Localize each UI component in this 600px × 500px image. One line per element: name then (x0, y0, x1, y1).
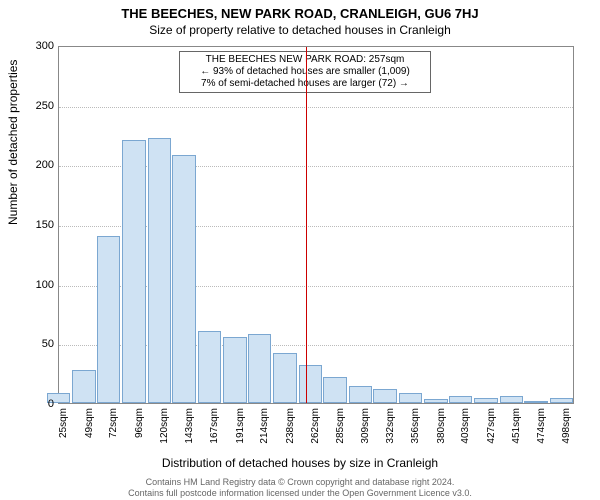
x-tick-label: 25sqm (58, 408, 69, 458)
histogram-bar (148, 138, 171, 403)
x-tick-label: 403sqm (460, 408, 471, 458)
x-axis-label: Distribution of detached houses by size … (0, 456, 600, 470)
x-tick-label: 332sqm (385, 408, 396, 458)
footer-line: Contains HM Land Registry data © Crown c… (0, 477, 600, 487)
x-tick-label: 380sqm (436, 408, 447, 458)
y-tick-label: 0 (14, 398, 54, 410)
x-tick-label: 96sqm (134, 408, 145, 458)
x-tick-label: 498sqm (561, 408, 572, 458)
x-tick-label: 167sqm (209, 408, 220, 458)
histogram-bar (72, 370, 95, 403)
histogram-bar (349, 386, 372, 403)
reference-line (306, 47, 307, 403)
x-tick-label: 238sqm (285, 408, 296, 458)
histogram-bar (223, 337, 246, 403)
histogram-bar (122, 140, 145, 403)
chart-subtitle: Size of property relative to detached ho… (0, 21, 600, 37)
x-tick-label: 214sqm (259, 408, 270, 458)
chart-title: THE BEECHES, NEW PARK ROAD, CRANLEIGH, G… (0, 0, 600, 21)
histogram-bar (424, 399, 447, 403)
y-tick-label: 50 (14, 338, 54, 350)
x-tick-label: 143sqm (184, 408, 195, 458)
histogram-bar (399, 393, 422, 403)
x-tick-label: 191sqm (235, 408, 246, 458)
y-tick-label: 250 (14, 100, 54, 112)
histogram-bar (273, 353, 296, 403)
x-tick-label: 120sqm (159, 408, 170, 458)
y-tick-label: 200 (14, 159, 54, 171)
histogram-bar (172, 155, 195, 403)
x-tick-label: 356sqm (410, 408, 421, 458)
y-axis-label: Number of detached properties (6, 60, 20, 225)
histogram-bar (248, 334, 271, 403)
x-tick-label: 72sqm (108, 408, 119, 458)
footer: Contains HM Land Registry data © Crown c… (0, 477, 600, 498)
x-tick-label: 427sqm (486, 408, 497, 458)
x-tick-label: 309sqm (360, 408, 371, 458)
histogram-bar (449, 396, 472, 403)
plot-area: THE BEECHES NEW PARK ROAD: 257sqm ← 93% … (58, 46, 574, 404)
histogram-bar (500, 396, 523, 403)
x-tick-label: 474sqm (536, 408, 547, 458)
y-tick-label: 150 (14, 219, 54, 231)
footer-line: Contains full postcode information licen… (0, 488, 600, 498)
histogram-bar (474, 398, 497, 403)
histogram-bar (299, 365, 322, 403)
histogram-bar (97, 236, 120, 403)
x-tick-label: 451sqm (511, 408, 522, 458)
histogram-bar (524, 401, 547, 403)
y-tick-label: 300 (14, 40, 54, 52)
gridline (59, 107, 573, 108)
histogram-bar (323, 377, 346, 403)
histogram-bar (550, 398, 573, 403)
y-tick-label: 100 (14, 279, 54, 291)
histogram-bar (198, 331, 221, 403)
x-tick-label: 49sqm (84, 408, 95, 458)
histogram-bar (373, 389, 396, 403)
x-tick-label: 285sqm (335, 408, 346, 458)
chart-container: THE BEECHES, NEW PARK ROAD, CRANLEIGH, G… (0, 0, 600, 500)
x-tick-label: 262sqm (310, 408, 321, 458)
